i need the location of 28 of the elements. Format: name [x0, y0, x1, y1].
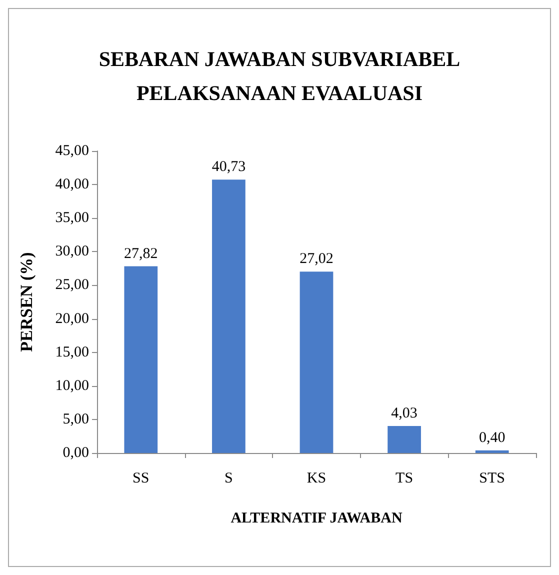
- y-tick-label: 20,00: [55, 310, 89, 327]
- chart-title: SEBARAN JAWABAN SUBVARIABEL PELAKSANAAN EVAALUASI: [98, 47, 460, 105]
- y-tick-label: 30,00: [55, 244, 89, 260]
- y-tick-label: 0,00: [62, 445, 89, 461]
- x-tick-label: S: [224, 470, 233, 486]
- data-label: 40,73: [212, 159, 246, 176]
- bar: [124, 266, 158, 453]
- bar: [212, 180, 246, 453]
- y-tick-label: 45,00: [55, 143, 89, 159]
- x-tick-label: SS: [132, 470, 150, 486]
- data-label: 27,02: [300, 251, 334, 268]
- y-axis-title: PERSEN (%): [17, 252, 36, 352]
- data-label: 4,03: [391, 405, 418, 422]
- y-tick-label: 5,00: [62, 411, 89, 428]
- y-tick-label: 25,00: [55, 277, 89, 294]
- bar: [388, 426, 421, 453]
- x-tick-label: KS: [306, 470, 326, 486]
- data-label: 27,82: [124, 246, 158, 262]
- x-tick-label: TS: [396, 470, 414, 486]
- y-tick-label: 15,00: [55, 344, 89, 360]
- y-tick-label: 40,00: [55, 176, 89, 193]
- bar: [475, 450, 509, 453]
- x-tick-label: STS: [479, 470, 506, 486]
- x-axis-title: ALTERNATIF JAWABAN: [230, 510, 402, 526]
- bar: [300, 272, 334, 453]
- y-tick-label: 10,00: [55, 378, 89, 394]
- data-label: 0,40: [478, 430, 506, 446]
- y-tick-label: 35,00: [55, 210, 89, 226]
